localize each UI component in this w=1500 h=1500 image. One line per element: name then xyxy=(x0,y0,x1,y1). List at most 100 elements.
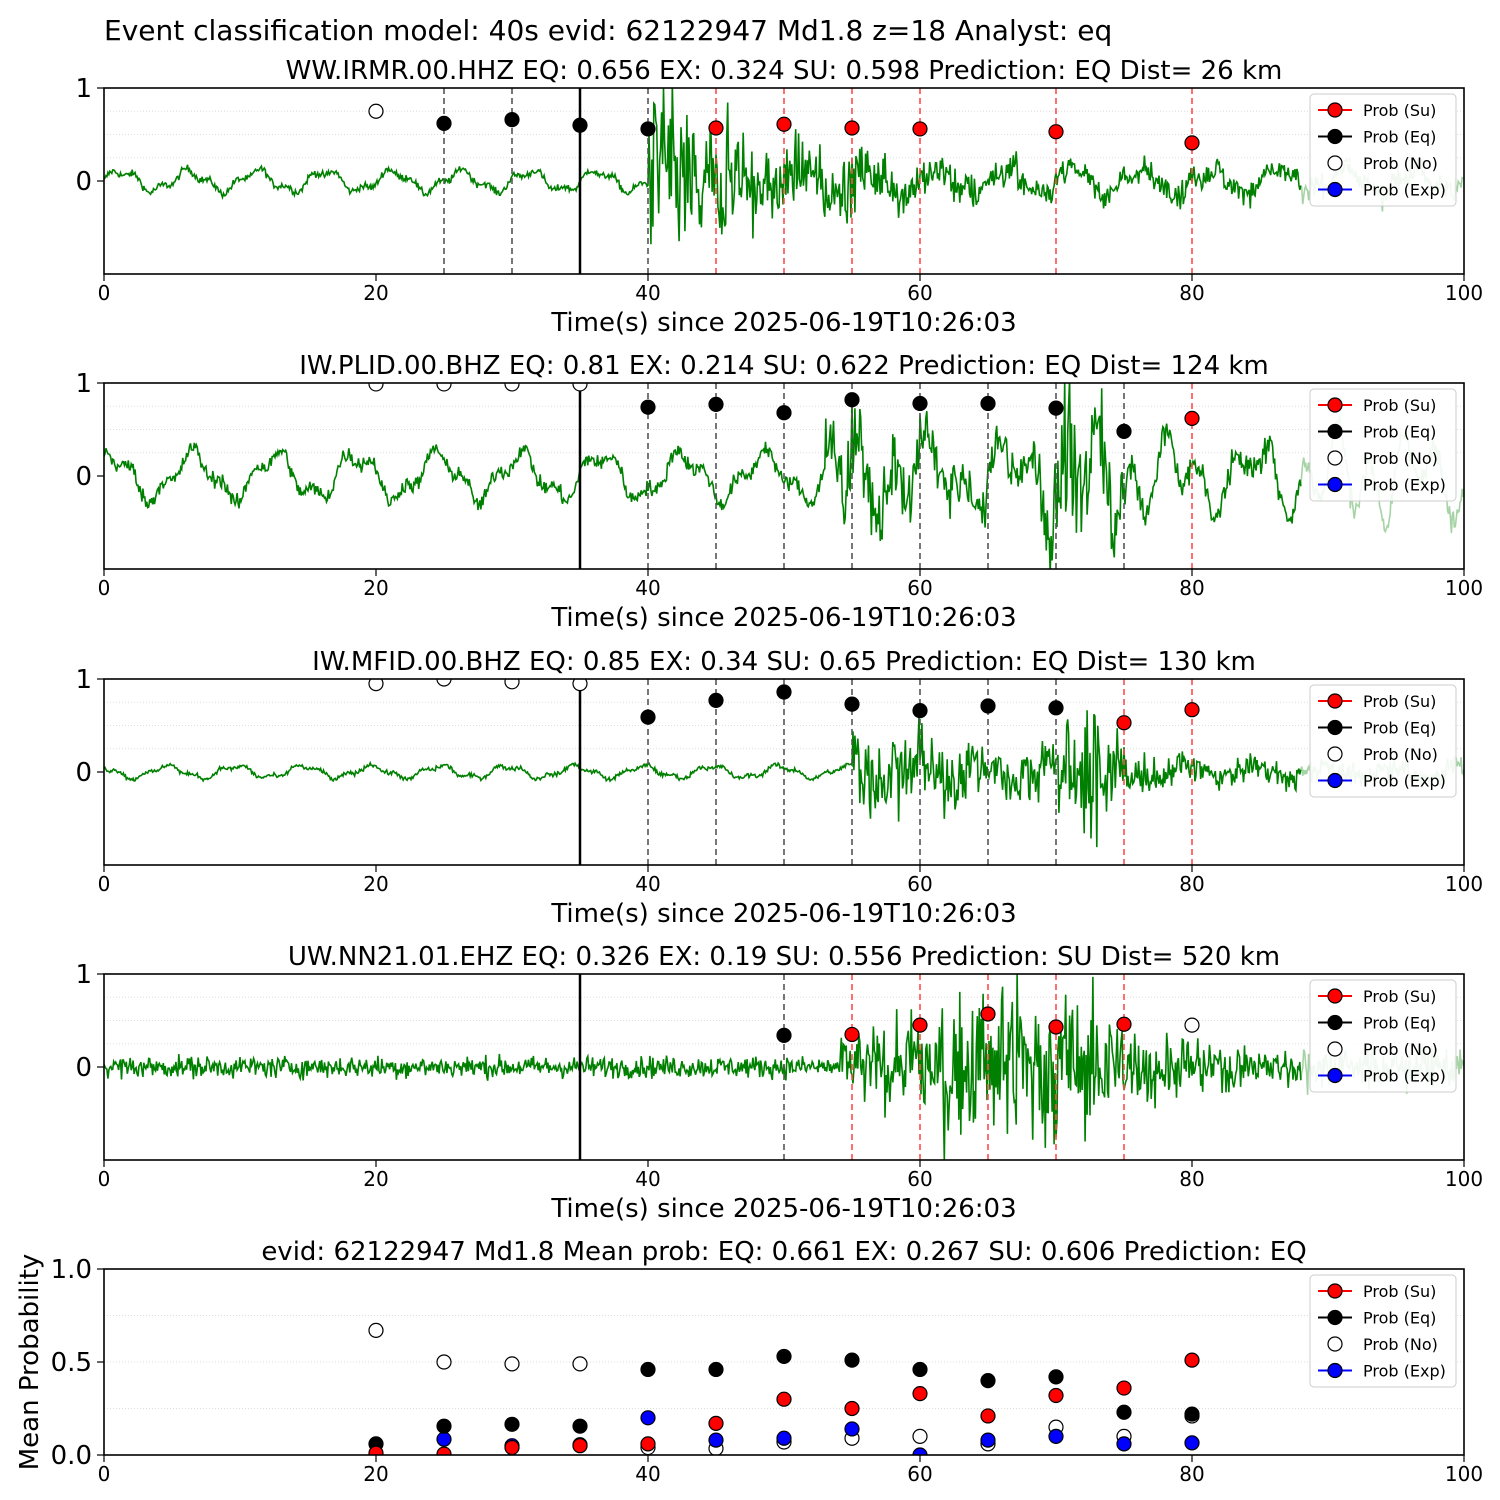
prob-su-point xyxy=(912,1017,928,1033)
legend-marker xyxy=(1327,693,1343,709)
prob-su-point xyxy=(912,1386,928,1402)
prob-eq-point xyxy=(708,692,724,708)
legend-marker xyxy=(1327,450,1343,466)
prob-eq-point xyxy=(436,115,452,131)
prob-su-point xyxy=(980,1006,996,1022)
legend-marker xyxy=(1327,476,1343,493)
prob-exp-point xyxy=(436,1431,452,1447)
panel-3: IW.MFID.00.BHZ EQ: 0.85 EX: 0.34 SU: 0.6… xyxy=(75,647,1483,929)
prob-su-point xyxy=(572,1438,588,1454)
legend-label: Prob (Su) xyxy=(1363,396,1436,415)
x-tick-label: 0 xyxy=(98,1167,111,1191)
legend-label: Prob (No) xyxy=(1363,449,1438,468)
figure-title: Event classification model: 40s evid: 62… xyxy=(104,14,1112,47)
x-tick-label: 20 xyxy=(363,576,388,600)
prob-eq-point xyxy=(1048,1369,1064,1385)
legend-marker xyxy=(1327,1067,1343,1084)
x-tick-label: 0 xyxy=(98,1462,111,1486)
legend-label: Prob (Eq) xyxy=(1363,719,1436,738)
prob-eq-point xyxy=(912,703,928,719)
y-tick-label: 1 xyxy=(75,960,92,990)
plot-area xyxy=(104,383,1464,569)
x-tick-label: 60 xyxy=(907,576,932,600)
x-axis-label: Time(s) since 2025-06-19T10:26:03 xyxy=(550,899,1016,929)
x-axis-label: Time(s) since 2025-06-19T10:26:03 xyxy=(550,308,1016,338)
prob-su-point xyxy=(1116,715,1132,731)
prob-eq-point xyxy=(844,696,860,712)
y-tick-label: 1 xyxy=(75,665,92,695)
legend-label: Prob (Eq) xyxy=(1363,1014,1436,1033)
x-tick-label: 60 xyxy=(907,281,932,305)
prob-eq-point xyxy=(844,1352,860,1368)
y-tick-label: 1.0 xyxy=(51,1255,92,1285)
legend-marker xyxy=(1327,1362,1343,1379)
legend-box xyxy=(1309,979,1457,1093)
legend-marker xyxy=(1327,1041,1343,1057)
x-tick-label: 0 xyxy=(98,872,111,896)
x-tick-label: 100 xyxy=(1445,281,1483,305)
prob-eq-point xyxy=(572,1418,588,1434)
prob-su-point xyxy=(776,1391,792,1407)
legend: Prob (Su) Prob (Eq) Prob (No) Prob (Exp) xyxy=(1309,1274,1457,1388)
x-tick-label: 40 xyxy=(635,281,660,305)
prob-su-point xyxy=(640,1436,656,1452)
legend-marker xyxy=(1327,102,1343,118)
legend-marker xyxy=(1327,772,1343,789)
prob-eq-point xyxy=(504,1416,520,1432)
prob-exp-point xyxy=(912,1447,928,1455)
x-tick-label: 100 xyxy=(1445,576,1483,600)
y-tick-label: 0 xyxy=(75,462,92,492)
prob-eq-point xyxy=(776,1027,792,1043)
prob-su-point xyxy=(1184,410,1200,426)
prob-eq-point xyxy=(980,1372,996,1389)
legend-marker xyxy=(1327,128,1343,145)
legend-label: Prob (Su) xyxy=(1363,101,1436,120)
y-tick-label: 0 xyxy=(75,167,92,197)
prob-no-point xyxy=(912,1428,928,1445)
prob-eq-point xyxy=(640,709,656,725)
prob-su-point xyxy=(504,1439,520,1455)
prob-su-point xyxy=(980,1408,996,1424)
legend-marker xyxy=(1327,397,1343,413)
waveform-trace xyxy=(104,974,1302,1160)
prob-eq-point xyxy=(776,684,792,700)
prob-no-point xyxy=(1184,1017,1200,1033)
prob-su-point xyxy=(776,116,792,132)
prob-exp-point xyxy=(980,1432,996,1448)
prob-no-point xyxy=(572,679,588,692)
plot-area xyxy=(104,974,1464,1160)
legend-label: Prob (Eq) xyxy=(1363,128,1436,147)
panel-title: IW.PLID.00.BHZ EQ: 0.81 EX: 0.214 SU: 0.… xyxy=(299,351,1269,381)
prob-su-point xyxy=(708,1415,724,1431)
legend-label: Prob (Su) xyxy=(1363,987,1436,1006)
x-tick-label: 20 xyxy=(363,1167,388,1191)
panels: WW.IRMR.00.HHZ EQ: 0.656 EX: 0.324 SU: 0… xyxy=(15,56,1483,1486)
prob-su-point xyxy=(1048,1019,1064,1035)
prob-no-point xyxy=(368,383,384,392)
x-tick-label: 40 xyxy=(635,576,660,600)
panel-title: evid: 62122947 Md1.8 Mean prob: EQ: 0.66… xyxy=(261,1237,1306,1267)
prob-eq-point xyxy=(1184,1406,1200,1422)
legend: Prob (Su) Prob (Eq) Prob (No) Prob (Exp) xyxy=(1309,684,1457,798)
prob-exp-point xyxy=(1116,1436,1132,1452)
prob-eq-point xyxy=(1116,1404,1132,1420)
legend-marker xyxy=(1327,1283,1343,1299)
legend-marker xyxy=(1327,1014,1343,1031)
prob-eq-point xyxy=(912,1361,928,1378)
prob-eq-point xyxy=(844,392,860,408)
legend-marker xyxy=(1327,746,1343,762)
prob-su-point xyxy=(1184,135,1200,151)
x-tick-label: 40 xyxy=(635,1462,660,1486)
waveform-trace xyxy=(104,383,1302,569)
y-tick-label: 1 xyxy=(75,369,92,399)
prob-eq-point xyxy=(1116,423,1132,439)
legend-marker xyxy=(1327,181,1343,198)
legend: Prob (Su) Prob (Eq) Prob (No) Prob (Exp) xyxy=(1309,979,1457,1093)
y-tick-label: 1 xyxy=(75,74,92,104)
prob-no-point xyxy=(436,383,452,392)
prob-su-point xyxy=(708,120,724,136)
prob-eq-point xyxy=(640,1361,656,1378)
prob-no-point xyxy=(436,1354,452,1370)
legend-marker xyxy=(1327,719,1343,736)
prob-exp-point xyxy=(776,1430,792,1446)
